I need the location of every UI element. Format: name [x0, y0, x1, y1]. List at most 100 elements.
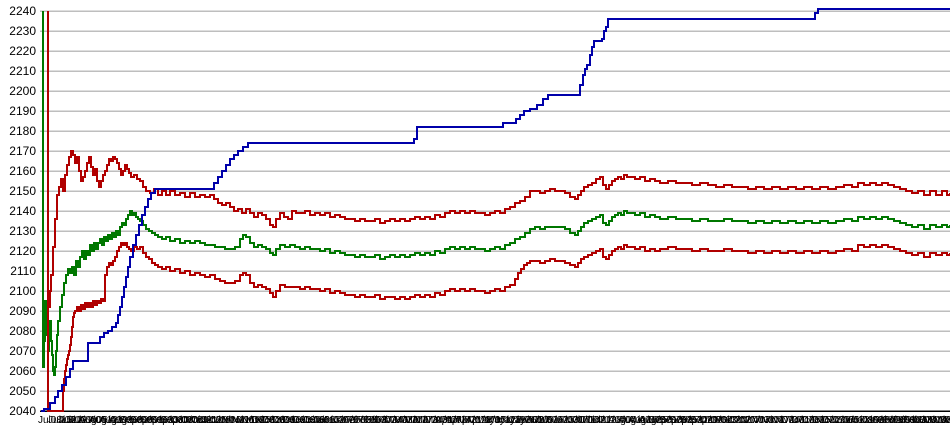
x-tick-label: Jun09/07 [527, 415, 569, 426]
series-red-lower-band [47, 242, 950, 412]
x-tick-label: Feb10/07 [354, 415, 397, 426]
x-tick-label: Jan05/08 [832, 415, 874, 426]
y-tick-label: 2070 [9, 344, 36, 358]
x-tick-label: Oct21/06 [191, 415, 232, 426]
x-tick-label: Apr14/07 [445, 415, 486, 426]
y-tick-label: 2080 [9, 324, 36, 338]
x-tick-label: Jan13/07 [313, 415, 355, 426]
x-tick-label: Apr07/07 [435, 415, 476, 426]
x-tick-label: Aug19/06 [99, 415, 142, 426]
x-tick-label: Nov17/07 [761, 415, 804, 426]
x-tick-label: May12/07 [486, 415, 530, 426]
x-tick-label: Jul21/07 [588, 415, 626, 426]
x-tick-label: Jul08/06 [38, 415, 76, 426]
x-tick-label: Jan20/07 [323, 415, 365, 426]
x-tick-label: Jan06/07 [303, 415, 345, 426]
x-tick-label: Dec09/06 [262, 415, 305, 426]
x-tick-label: May19/07 [496, 415, 540, 426]
y-tick-label: 2110 [10, 264, 36, 278]
x-tick-label: Aug12/06 [89, 415, 132, 426]
x-tick-label: Aug25/07 [639, 415, 682, 426]
x-tick-label: Oct06/07 [700, 415, 741, 426]
y-tick-label: 2230 [9, 24, 36, 38]
x-tick-label: Dec02/06 [252, 415, 295, 426]
gridlines [40, 10, 950, 412]
x-tick-label: Feb23/08 [903, 415, 946, 426]
x-tick-label: Oct14/06 [181, 415, 222, 426]
x-tick-label: Mar01/08 [913, 415, 950, 426]
y-tick-label: 2150 [9, 184, 36, 198]
x-tick-label: Dec16/06 [272, 415, 315, 426]
x-tick-label: Aug26/06 [109, 415, 152, 426]
x-tick-label: Jan27/07 [333, 415, 375, 426]
x-tick-label: Sep15/07 [669, 415, 712, 426]
x-tick-label: Jun30/07 [557, 415, 599, 426]
x-tick-label: May05/07 [476, 415, 520, 426]
x-tick-label: Dec30/06 [292, 415, 335, 426]
x-tick-label: Sep22/07 [679, 415, 722, 426]
y-tick-label: 2180 [9, 124, 36, 138]
x-tick-label: Sep30/06 [160, 415, 203, 426]
y-tick-label: 2170 [9, 144, 36, 158]
x-tick-label: Oct27/07 [730, 415, 771, 426]
x-tick-label: Feb09/08 [883, 415, 926, 426]
y-tick-label: 2090 [9, 304, 36, 318]
x-tick-label: Jul07/07 [567, 415, 605, 426]
x-tick-label: Feb17/07 [364, 415, 407, 426]
y-axis-labels: 2040 2050 2060 2070 2080 2090 2100 2110 2120 2130… [9, 4, 36, 418]
x-tick-label: Dec08/07 [791, 415, 834, 426]
x-axis-labels: Jul08/06Jul15/06Jul22/06Jul29/06Aug05/06… [38, 415, 950, 426]
x-tick-label: Dec29/07 [822, 415, 865, 426]
x-tick-label: Aug18/07 [628, 415, 671, 426]
x-tick-label: Jul15/06 [48, 415, 86, 426]
x-tick-label: Sep16/06 [140, 415, 183, 426]
x-tick-label: Oct07/06 [170, 415, 211, 426]
x-tick-label: Jul29/06 [69, 415, 107, 426]
y-tick-label: 2120 [9, 244, 36, 258]
x-tick-label: Jan26/08 [863, 415, 905, 426]
y-tick-label: 2220 [9, 44, 36, 58]
y-tick-label: 2190 [9, 104, 36, 118]
x-tick-label: Jan12/08 [842, 415, 884, 426]
x-tick-label: Mar03/07 [384, 415, 427, 426]
y-tick-label: 2130 [9, 224, 36, 238]
x-tick-label: Feb24/07 [374, 415, 417, 426]
x-tick-label: Apr28/07 [466, 415, 507, 426]
x-tick-label: Oct20/07 [720, 415, 761, 426]
x-tick-label: Mar22/08 [944, 415, 950, 426]
x-tick-label: Sep09/06 [130, 415, 173, 426]
x-tick-label: Dec01/07 [781, 415, 824, 426]
x-tick-label: Aug05/06 [79, 415, 122, 426]
x-tick-label: Nov04/06 [211, 415, 254, 426]
x-tick-label: Jun23/07 [547, 415, 589, 426]
series-blue-max-step-line [41, 8, 950, 412]
x-tick-label: Jun16/07 [537, 415, 579, 426]
x-tick-label: Oct28/06 [201, 415, 242, 426]
y-tick-label: 2210 [9, 64, 36, 78]
y-tick-label: 2240 [9, 4, 36, 18]
x-tick-label: Jun02/07 [516, 415, 558, 426]
x-tick-label: Nov24/07 [771, 415, 814, 426]
x-tick-label: Nov11/06 [221, 415, 264, 426]
series-red-upper-band [47, 11, 950, 308]
x-tick-label: Sep01/07 [649, 415, 692, 426]
y-tick-label: 2050 [9, 384, 36, 398]
x-tick-label: Jul28/07 [598, 415, 636, 426]
x-tick-label: Mar24/07 [415, 415, 458, 426]
x-tick-label: Feb16/08 [893, 415, 936, 426]
x-tick-label: Nov25/06 [242, 415, 285, 426]
x-tick-label: Nov10/07 [751, 415, 794, 426]
x-tick-label: Mar08/08 [924, 415, 950, 426]
x-tick-label: Sep02/06 [119, 415, 162, 426]
y-tick-label: 2140 [9, 204, 36, 218]
x-tick-label: Sep08/07 [659, 415, 702, 426]
y-tick-label: 2160 [9, 164, 36, 178]
x-tick-label: Jan19/08 [852, 415, 894, 426]
x-tick-label: Oct13/07 [710, 415, 751, 426]
x-tick-label: Nov18/06 [231, 415, 274, 426]
x-tick-label: Nov03/07 [740, 415, 783, 426]
x-tick-label: Aug04/07 [608, 415, 651, 426]
x-tick-label: Mar15/08 [934, 415, 950, 426]
